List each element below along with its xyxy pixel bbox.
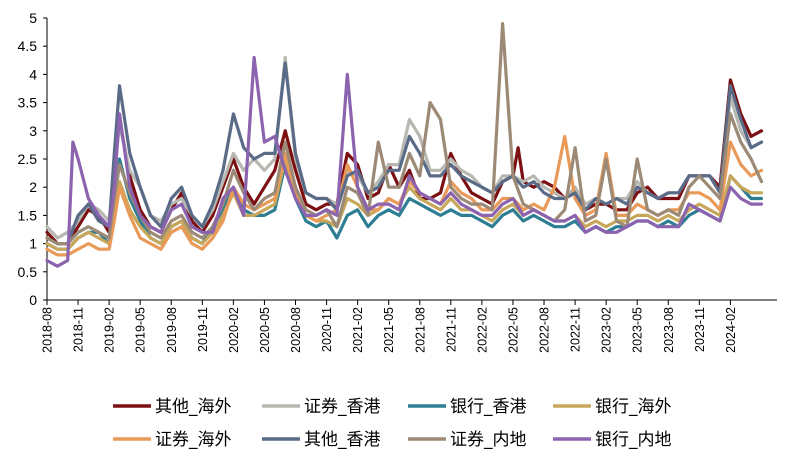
x-axis: 2018-08 2018-11 2019-02 2019-05 2019-08 2019-… [41, 299, 777, 353]
y-tick-label: 4 [29, 66, 37, 82]
y-tick-label: 0 [29, 292, 37, 308]
x-tick-label: 2020-08 [289, 307, 303, 353]
x-tick-label: 2020-05 [258, 307, 272, 353]
y-tick-label: 1.5 [18, 207, 38, 223]
x-tick-label: 2018-11 [72, 307, 86, 352]
series-line-7 [45, 22, 764, 246]
plot-area [45, 22, 764, 268]
x-tick-label: 2022-11 [569, 307, 583, 352]
legend-label: 其他_香港 [304, 430, 381, 450]
y-tick-label: 3 [29, 123, 37, 139]
series-line-6 [45, 61, 764, 246]
x-tick-label: 2021-11 [444, 307, 458, 352]
y-tick-label: 5 [29, 10, 37, 26]
legend-label: 证券_海外 [155, 430, 232, 450]
legend-label: 银行_内地 [595, 430, 672, 450]
series-line-2 [45, 55, 764, 240]
x-tick-label: 2019-08 [165, 307, 179, 353]
legend-label: 银行_香港 [450, 397, 527, 417]
x-tick-label: 2022-02 [475, 307, 489, 353]
legend-label: 证券_香港 [304, 397, 381, 417]
x-tick-label: 2023-05 [631, 307, 645, 353]
x-tick-label: 2023-02 [600, 307, 614, 353]
x-tick-label: 2019-11 [196, 307, 210, 352]
y-tick-label: 1 [29, 236, 37, 252]
x-tick-label: 2019-05 [134, 307, 148, 353]
y-tick-label: 3.5 [18, 95, 38, 111]
x-tick-label: 2024-02 [724, 307, 738, 353]
x-tick-label: 2018-08 [41, 307, 55, 353]
x-tick-label: 2021-02 [351, 307, 365, 353]
x-tick-label: 2021-08 [413, 307, 427, 353]
y-tick-label: 0.5 [18, 264, 38, 280]
x-tick-label: 2019-02 [103, 307, 117, 353]
legend-label: 其他_海外 [155, 397, 232, 417]
y-axis: 0 0.5 1 1.5 2 2.5 3 3.5 4 4.5 5 [18, 10, 48, 308]
y-tick-label: 2 [29, 179, 37, 195]
x-tick-label: 2022-08 [538, 307, 552, 353]
legend-label: 银行_海外 [595, 397, 672, 417]
y-tick-label: 4.5 [18, 38, 38, 54]
legend-label: 证券_内地 [450, 430, 527, 450]
series-line-8 [45, 55, 764, 268]
x-tick-label: 2022-05 [506, 307, 520, 353]
x-tick-label: 2020-11 [320, 307, 334, 352]
x-tick-label: 2021-05 [382, 307, 396, 353]
series-line-5 [45, 134, 764, 257]
y-tick-label: 2.5 [18, 151, 38, 167]
x-tick-label: 2023-08 [662, 307, 676, 353]
x-tick-label: 2023-11 [693, 307, 707, 352]
x-tick-label: 2020-02 [227, 307, 241, 353]
